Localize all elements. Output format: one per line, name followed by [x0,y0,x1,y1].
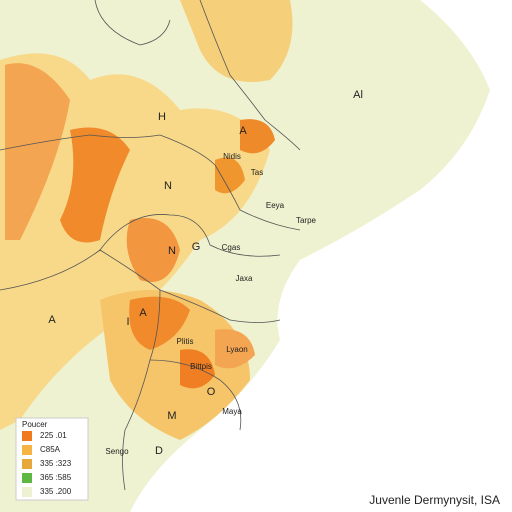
region-label: A [139,307,147,319]
region-label: D [155,445,163,457]
legend-label: C85A [40,445,61,454]
zone-high [215,329,255,369]
region-label: Maya [222,407,242,416]
zone-high [60,127,130,243]
legend-title: Poucer [22,420,48,429]
legend-label: 335 :323 [40,459,72,468]
legend-swatch [22,445,32,455]
region-label: O [207,386,216,398]
legend-label: 335 .200 [40,487,72,496]
region-label: Sengo [105,447,129,456]
region-label: Nidis [223,152,241,161]
zone-high [5,63,70,240]
legend-swatch [22,473,32,483]
region-label: Jaxa [236,274,253,283]
zone-high [180,349,215,389]
footer: Juvenle Dermynysit, ISA [369,493,500,507]
region-label: Eeya [266,201,285,210]
legend-swatch [22,487,32,497]
legend-swatch [22,459,32,469]
region-label: N [168,245,176,257]
region-label: A [48,314,56,326]
zone-high [129,296,190,350]
region-label: Cgas [222,243,241,252]
region-label: Plitis [177,337,194,346]
region-label: Tarpe [296,216,317,225]
legend-swatch [22,431,32,441]
region-label: Bittpis [190,362,212,371]
borders [0,0,301,491]
zone-high [126,218,180,282]
region-label: M [167,410,176,422]
legend-label: 225 .01 [40,431,67,440]
zone-high [240,119,275,154]
region-label: Al [353,89,363,101]
region-label: Lyaon [226,345,248,354]
region-label: I [126,316,129,328]
region-label: H [158,111,166,123]
zone-high [215,157,245,194]
region-label: G [192,241,201,253]
region-label: N [164,180,172,192]
region-label: Tas [251,168,263,177]
region-label: A [239,125,247,137]
legend-label: 365 :585 [40,473,72,482]
